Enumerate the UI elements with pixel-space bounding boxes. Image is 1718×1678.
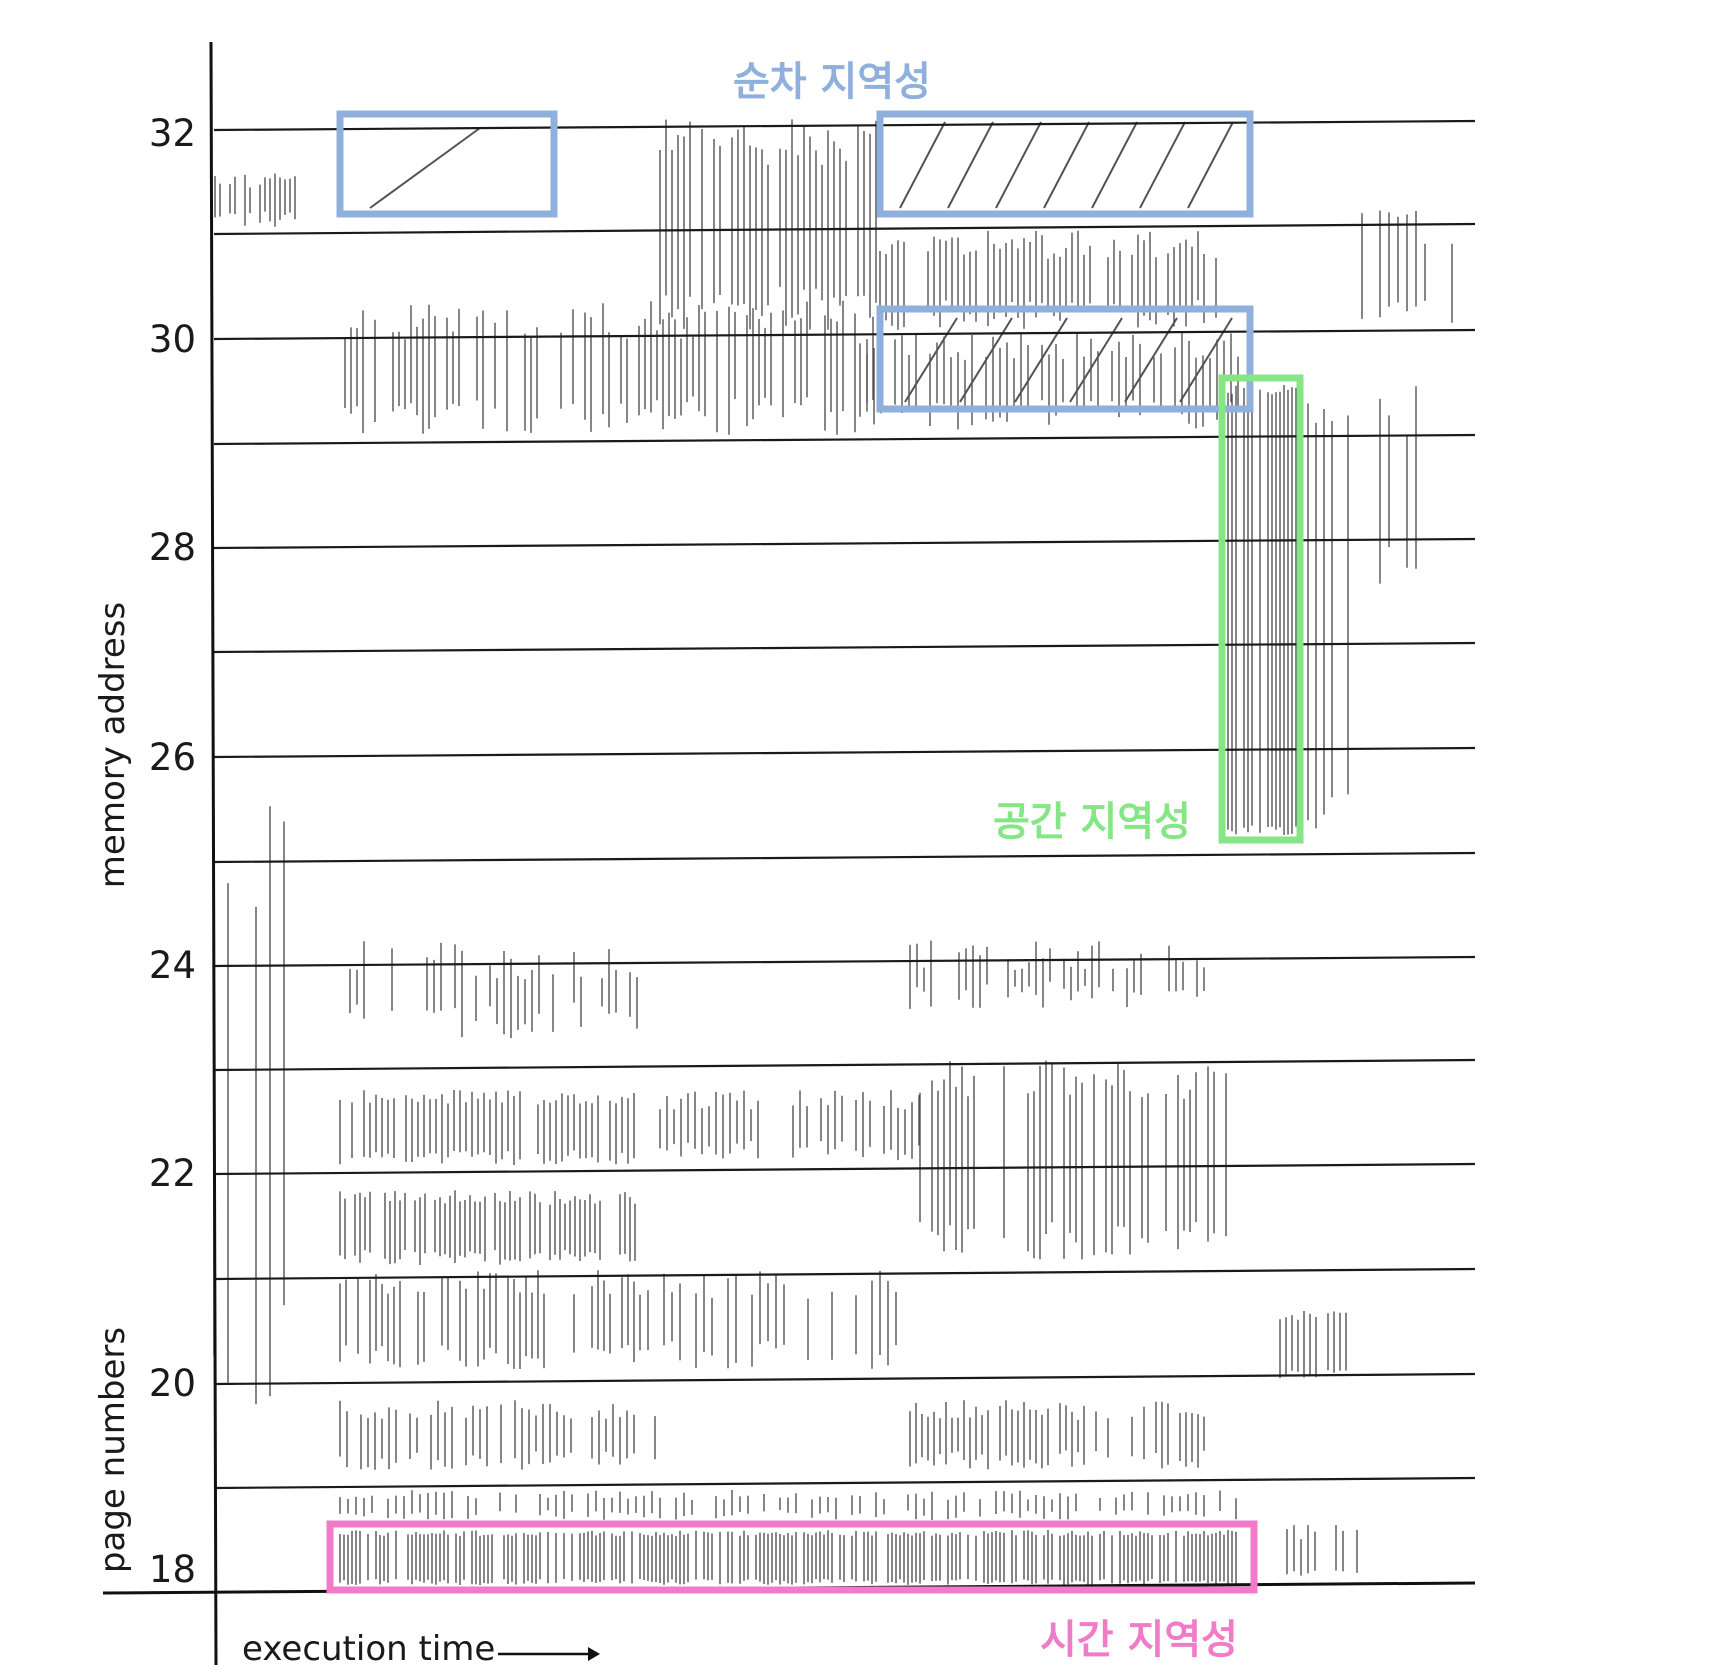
y-tick-30: 30 — [149, 318, 196, 361]
y-tick-26: 26 — [149, 736, 196, 779]
y-tick-28: 28 — [149, 526, 196, 569]
access-hatch-band — [339, 1490, 1237, 1520]
sequential-access-trace — [995, 121, 1042, 209]
access-hatch-band — [339, 1400, 656, 1470]
access-hatch-band — [659, 119, 877, 330]
sequential-access-trace — [1091, 121, 1138, 209]
access-hatch-band — [213, 806, 285, 1405]
page-boundary-line — [213, 222, 1476, 236]
page-boundary-line — [213, 746, 1476, 759]
page-boundary-line — [213, 1058, 1476, 1072]
sequential-access-trace — [1187, 121, 1234, 209]
sequential-access-trace — [899, 121, 946, 209]
access-hatch-band — [1227, 385, 1297, 835]
access-hatch-band — [919, 1060, 1227, 1260]
access-hatch-band — [909, 940, 1205, 1009]
y-tick-20: 20 — [149, 1362, 196, 1405]
access-hatch-band — [659, 1090, 920, 1160]
access-hatch-band — [879, 230, 1217, 330]
memory-access-pattern — [213, 119, 1453, 1585]
access-hatch-band — [1286, 1525, 1358, 1576]
access-hatch-band — [859, 332, 1239, 430]
access-hatch-band — [349, 941, 638, 1039]
page-boundary-lines — [213, 119, 1476, 1490]
page-boundary-line — [213, 851, 1476, 864]
page-boundary-line — [213, 1267, 1476, 1281]
page-boundary-line — [213, 1372, 1476, 1386]
access-hatch-band — [1379, 386, 1417, 584]
temporal-locality-label: 시간 지역성 — [1040, 1617, 1238, 1663]
y-tick-labels: 32 30 28 26 24 22 20 18 — [149, 112, 196, 1591]
access-hatch-band — [214, 173, 296, 227]
sequential-access-trace — [1014, 317, 1068, 403]
page-boundary-line — [213, 119, 1476, 132]
page-boundary-line — [213, 537, 1476, 550]
sequential-locality-label: 순차 지역성 — [733, 59, 931, 105]
access-hatch-band — [344, 300, 874, 435]
x-axis-arrow — [498, 1647, 600, 1661]
sequential-access-trace — [959, 317, 1013, 403]
sequential-access-trace — [904, 317, 958, 403]
sequential-locality-box-1 — [336, 110, 558, 218]
y-axis-title-top: memory address — [93, 602, 133, 888]
access-hatch-band — [909, 1400, 1205, 1470]
access-hatch-band — [1307, 403, 1349, 829]
y-tick-22: 22 — [149, 1152, 196, 1195]
sequential-access-trace — [369, 127, 481, 209]
sequential-access-trace — [1043, 121, 1090, 209]
access-hatch-band — [339, 1090, 635, 1165]
access-hatch-band — [1361, 210, 1453, 323]
page-boundary-line — [213, 1476, 1476, 1490]
x-axis-title: execution time — [242, 1629, 495, 1669]
y-axis-title-bottom: page numbers — [93, 1327, 133, 1573]
sequential-access-trace — [1139, 121, 1186, 209]
page-boundary-line — [213, 433, 1476, 446]
spatial-locality-box — [1218, 374, 1304, 844]
sequential-access-trace — [947, 121, 994, 209]
y-tick-32: 32 — [149, 112, 196, 155]
page-boundary-line — [213, 1162, 1476, 1176]
sequential-locality-box-3 — [876, 305, 1254, 413]
y-tick-18: 18 — [149, 1548, 196, 1591]
y-axis-line — [209, 41, 218, 1666]
sequential-access-trace — [1069, 317, 1123, 403]
access-hatch-band — [639, 1270, 897, 1369]
y-tick-24: 24 — [149, 944, 196, 987]
sequential-locality-box-2 — [876, 110, 1254, 218]
page-boundary-line — [213, 955, 1476, 968]
page-boundary-line — [213, 328, 1476, 341]
temporal-locality-box — [326, 1520, 1258, 1594]
spatial-locality-label: 공간 지역성 — [993, 799, 1191, 845]
access-hatch-band — [1279, 1311, 1347, 1378]
page-boundary-line — [213, 641, 1476, 654]
access-hatch-band — [339, 1190, 636, 1265]
access-hatch-band — [339, 1270, 635, 1369]
access-hatch-band — [339, 1530, 1237, 1585]
